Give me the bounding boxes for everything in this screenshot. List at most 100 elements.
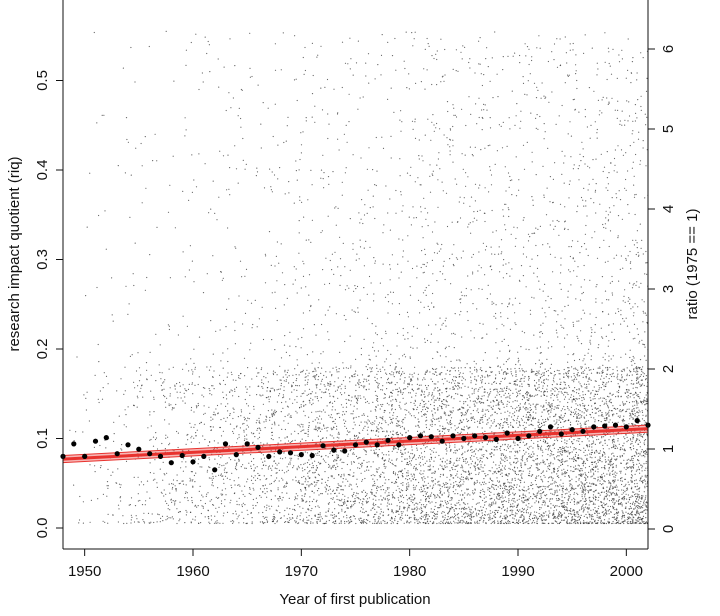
paper-point — [303, 429, 305, 431]
paper-point — [636, 519, 638, 521]
paper-point — [467, 443, 469, 445]
paper-point — [159, 468, 161, 470]
paper-point — [620, 480, 622, 482]
paper-point — [462, 45, 464, 47]
paper-point — [454, 178, 456, 180]
paper-point — [209, 466, 211, 469]
paper-point — [222, 397, 225, 399]
paper-point — [393, 448, 395, 451]
paper-point — [141, 504, 144, 506]
paper-point — [423, 430, 425, 432]
paper-point — [574, 413, 576, 415]
paper-point — [576, 440, 578, 442]
paper-point — [584, 487, 586, 489]
paper-point — [644, 346, 646, 348]
paper-point — [601, 484, 603, 486]
paper-point — [398, 370, 401, 372]
paper-point — [577, 485, 579, 487]
paper-point — [304, 469, 306, 471]
paper-point — [324, 385, 326, 387]
paper-point — [249, 412, 251, 414]
paper-point — [411, 120, 414, 122]
paper-point — [515, 512, 517, 514]
paper-point — [324, 522, 326, 525]
paper-point — [176, 391, 178, 393]
paper-point — [627, 516, 629, 519]
paper-point — [338, 522, 340, 525]
paper-point — [569, 121, 571, 123]
paper-point — [430, 139, 432, 141]
paper-point — [444, 514, 446, 516]
paper-point — [556, 38, 558, 40]
paper-point — [570, 156, 572, 158]
paper-point — [638, 286, 640, 288]
paper-point — [503, 454, 505, 456]
paper-point — [406, 458, 408, 460]
paper-point — [635, 451, 637, 453]
paper-point — [135, 147, 137, 149]
paper-point — [583, 520, 585, 522]
paper-point — [353, 373, 355, 376]
paper-point — [505, 203, 507, 205]
paper-point — [445, 453, 447, 455]
paper-point — [501, 303, 503, 305]
paper-point — [445, 391, 448, 393]
paper-point — [612, 505, 614, 507]
paper-point — [344, 340, 346, 343]
paper-point — [523, 511, 525, 514]
paper-point — [591, 411, 594, 414]
paper-point — [453, 509, 455, 511]
paper-point — [221, 494, 223, 496]
paper-point — [516, 467, 519, 469]
paper-point — [552, 477, 554, 479]
paper-point — [576, 414, 578, 416]
paper-point — [541, 381, 543, 383]
paper-point — [276, 401, 278, 403]
paper-point — [523, 501, 525, 503]
paper-point — [544, 522, 546, 525]
paper-point — [551, 346, 553, 348]
paper-point — [304, 69, 306, 72]
paper-point — [442, 522, 444, 525]
paper-point — [250, 493, 252, 495]
paper-point — [644, 456, 646, 458]
paper-point — [569, 485, 571, 487]
paper-point — [432, 273, 434, 275]
paper-point — [243, 522, 245, 524]
paper-point — [548, 463, 550, 465]
paper-point — [481, 461, 483, 463]
paper-point — [537, 425, 539, 427]
paper-point — [589, 436, 591, 438]
paper-point — [431, 450, 433, 452]
paper-point — [587, 506, 589, 509]
paper-point — [316, 490, 319, 492]
paper-point — [188, 370, 190, 372]
paper-point — [449, 521, 452, 523]
paper-point — [639, 340, 641, 342]
paper-point — [558, 416, 560, 418]
paper-point — [324, 486, 326, 488]
paper-point — [195, 435, 197, 437]
paper-point — [637, 510, 639, 512]
paper-point — [340, 388, 342, 390]
paper-point — [352, 376, 354, 378]
paper-point — [315, 384, 317, 386]
paper-point — [461, 108, 463, 110]
paper-point — [297, 433, 299, 435]
paper-point — [637, 435, 639, 437]
paper-point — [496, 497, 498, 499]
paper-point — [527, 233, 530, 235]
paper-point — [460, 257, 462, 259]
paper-point — [485, 496, 487, 498]
paper-point — [388, 434, 390, 437]
paper-point — [573, 488, 575, 490]
paper-point — [462, 520, 464, 522]
paper-point — [233, 428, 235, 430]
paper-point — [434, 478, 436, 480]
paper-point — [477, 509, 479, 511]
paper-point — [573, 449, 575, 451]
paper-point — [474, 509, 477, 511]
paper-point — [469, 406, 471, 408]
paper-point — [612, 522, 614, 524]
paper-point — [419, 501, 421, 504]
